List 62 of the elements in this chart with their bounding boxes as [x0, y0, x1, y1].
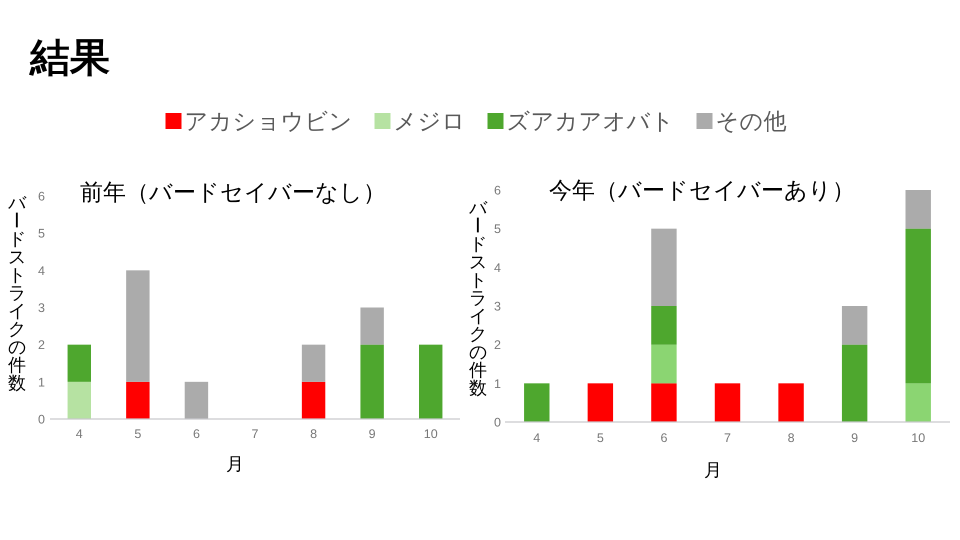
bar	[906, 383, 931, 422]
y-tick-label: 6	[494, 184, 502, 198]
legend-label: アカショウビン	[184, 108, 352, 134]
y-tick-label: 1	[494, 376, 502, 391]
bar	[68, 344, 91, 382]
y-tick-label: 0	[38, 412, 46, 426]
bar	[419, 344, 442, 419]
x-axis-title: 月	[226, 454, 244, 474]
x-tick-label: 10	[424, 427, 438, 441]
legend-label: その他	[716, 108, 786, 134]
x-tick-label: 6	[192, 427, 200, 441]
bar	[778, 383, 804, 422]
y-tick-label: 5	[494, 222, 502, 236]
x-tick-label: 9	[851, 431, 858, 445]
bar	[184, 382, 208, 419]
y-tick-label: 4	[38, 264, 46, 278]
bar	[360, 344, 384, 419]
y-tick-label: 2	[494, 338, 502, 352]
chart-title: 今年（バードセイバーあり）	[549, 177, 855, 203]
x-tick-label: 4	[76, 427, 83, 441]
chart-title: 前年（バードセイバーなし）	[80, 179, 386, 205]
bar	[651, 306, 677, 345]
x-tick-label: 6	[660, 431, 668, 445]
bar	[524, 383, 550, 422]
bar	[906, 228, 931, 384]
x-tick-label: 7	[724, 431, 732, 445]
legend-label: ズアカアオバト	[506, 108, 674, 134]
text: バードストライクの件数	[467, 198, 488, 398]
bar	[68, 382, 91, 419]
x-tick-label: 8	[788, 431, 795, 445]
text: バードストライクの件数	[6, 192, 26, 393]
bar	[651, 228, 677, 306]
bar	[302, 344, 326, 382]
bar	[714, 383, 740, 422]
y-tick-label: 0	[494, 416, 502, 430]
bar	[842, 344, 868, 422]
y-tick-label: 6	[38, 190, 46, 204]
bar	[842, 306, 868, 345]
bar	[302, 382, 326, 419]
legend-label: メジロ	[394, 108, 466, 134]
y-tick-label: 1	[38, 375, 46, 390]
text: 結果	[29, 36, 110, 80]
bar	[360, 308, 384, 345]
bar	[651, 344, 677, 384]
x-tick-label: 5	[596, 431, 604, 445]
x-tick-label: 8	[310, 427, 318, 441]
x-tick-label: 9	[368, 427, 376, 441]
y-tick-label: 3	[494, 300, 502, 314]
bar	[906, 190, 931, 229]
y-tick-label: 4	[494, 260, 502, 275]
x-axis-title: 月	[704, 460, 722, 480]
bar	[126, 382, 150, 419]
y-tick-label: 5	[38, 226, 46, 241]
y-tick-label: 2	[38, 338, 46, 352]
x-tick-label: 10	[911, 431, 926, 445]
x-tick-label: 5	[134, 427, 142, 441]
x-tick-label: 7	[252, 427, 259, 441]
bar	[651, 383, 677, 422]
bar	[588, 383, 614, 422]
y-tick-label: 3	[38, 301, 46, 315]
bar	[126, 270, 150, 382]
x-tick-label: 4	[533, 431, 540, 445]
